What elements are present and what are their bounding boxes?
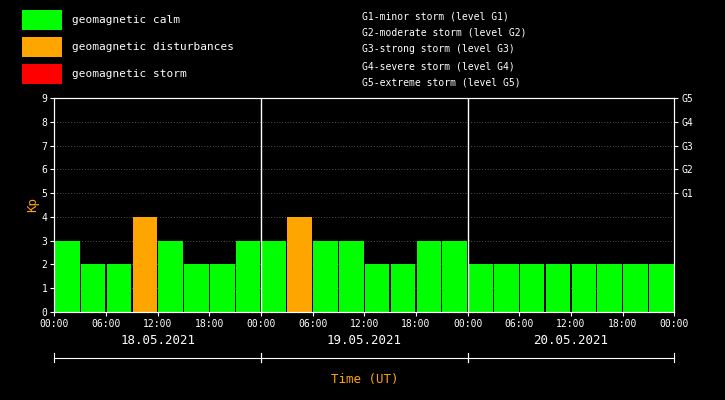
Bar: [22, 10, 62, 30]
Text: 18.05.2021: 18.05.2021: [120, 334, 195, 347]
Bar: [649, 264, 674, 312]
Bar: [313, 241, 338, 312]
Text: 20.05.2021: 20.05.2021: [534, 334, 608, 347]
Bar: [55, 241, 80, 312]
Bar: [236, 241, 260, 312]
Bar: [22, 64, 62, 84]
Text: geomagnetic disturbances: geomagnetic disturbances: [72, 42, 234, 52]
Bar: [133, 217, 157, 312]
Bar: [158, 241, 183, 312]
Bar: [520, 264, 544, 312]
Text: G4-severe storm (level G4): G4-severe storm (level G4): [362, 61, 515, 71]
Text: G2-moderate storm (level G2): G2-moderate storm (level G2): [362, 28, 527, 38]
Text: geomagnetic storm: geomagnetic storm: [72, 69, 187, 79]
Text: Time (UT): Time (UT): [331, 372, 398, 386]
Y-axis label: Kp: Kp: [26, 198, 38, 212]
Bar: [184, 264, 209, 312]
Bar: [339, 241, 364, 312]
Bar: [107, 264, 131, 312]
Text: geomagnetic calm: geomagnetic calm: [72, 15, 181, 25]
Bar: [442, 241, 467, 312]
Text: G5-extreme storm (level G5): G5-extreme storm (level G5): [362, 78, 521, 88]
Bar: [597, 264, 622, 312]
Bar: [391, 264, 415, 312]
Bar: [494, 264, 518, 312]
Bar: [22, 37, 62, 57]
Text: 19.05.2021: 19.05.2021: [327, 334, 402, 347]
Bar: [571, 264, 596, 312]
Bar: [81, 264, 105, 312]
Text: G3-strong storm (level G3): G3-strong storm (level G3): [362, 44, 515, 54]
Text: G1-minor storm (level G1): G1-minor storm (level G1): [362, 11, 510, 21]
Bar: [468, 264, 493, 312]
Bar: [365, 264, 389, 312]
Bar: [624, 264, 647, 312]
Bar: [417, 241, 441, 312]
Bar: [546, 264, 571, 312]
Bar: [262, 241, 286, 312]
Bar: [210, 264, 234, 312]
Bar: [288, 217, 312, 312]
